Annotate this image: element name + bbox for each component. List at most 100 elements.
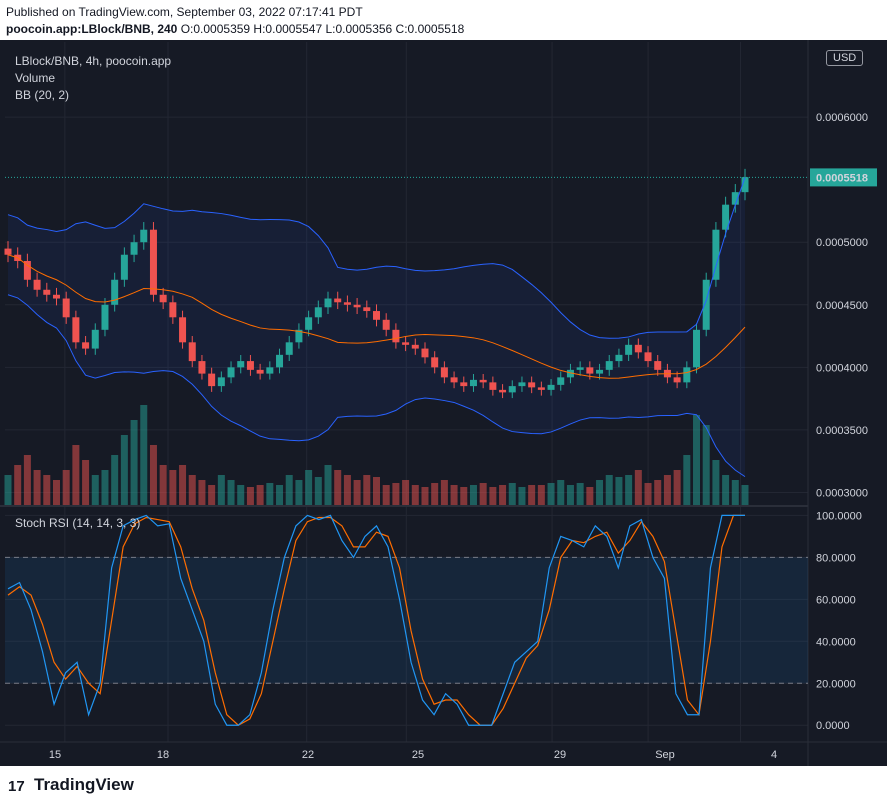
candle-body	[149, 229, 157, 295]
candle-body	[285, 342, 293, 355]
candle-body	[576, 367, 584, 370]
candle-body	[654, 361, 662, 370]
volume-bar	[731, 480, 739, 505]
candle-body	[625, 344, 633, 355]
time-axis: 15 18 22 25 29 Sep 4	[49, 749, 777, 761]
candle-body	[731, 192, 739, 205]
volume-bar	[159, 465, 167, 505]
volume-bar	[683, 455, 691, 505]
volume-bar	[23, 455, 31, 505]
volume-bar	[673, 470, 681, 505]
symbol-label: poocoin.app:LBlock/BNB, 240	[6, 22, 178, 36]
candle-body	[305, 317, 313, 330]
price-tick-label: 0.0003500	[816, 425, 868, 437]
candle-body	[566, 369, 574, 378]
stoch-tick-label: 40.0000	[816, 636, 856, 648]
stoch-d-line	[7, 514, 745, 726]
candle-body	[557, 377, 565, 385]
candle-body	[101, 304, 109, 330]
volume-bar	[382, 485, 390, 505]
volume-bar	[693, 415, 701, 505]
grid-lines	[0, 40, 887, 766]
currency-button[interactable]: USD	[826, 50, 864, 66]
candle-body	[586, 367, 594, 374]
candle-body	[508, 386, 516, 393]
bb-legend: BB (20, 2)	[15, 88, 70, 102]
volume-bar	[421, 487, 429, 505]
candle-body	[295, 329, 303, 343]
volume-bar	[373, 477, 380, 505]
candle-body	[82, 342, 90, 349]
volume-bar	[14, 465, 22, 505]
volume-bar	[712, 460, 720, 505]
time-tick-label: 15	[49, 749, 61, 761]
candle-body	[62, 298, 70, 318]
volume-bar	[615, 477, 623, 505]
bb-fill-area	[8, 177, 745, 477]
candle-body	[343, 302, 351, 305]
volume-bar	[402, 480, 410, 505]
stoch-legend: Stoch RSI (14, 14, 3, 3)	[15, 516, 141, 530]
price-axis: 0.0003000 0.0003500 0.0004000 0.0004500 0.00…	[810, 112, 877, 732]
volume-bar	[149, 445, 157, 505]
candle-body	[334, 298, 342, 303]
volume-bar	[276, 485, 284, 505]
volume-bar	[266, 483, 274, 505]
candle-body	[615, 354, 623, 362]
volume-bar	[227, 480, 235, 505]
volume-bar	[537, 485, 545, 505]
candle-body	[276, 354, 284, 368]
candle-body	[741, 177, 749, 193]
candle-body	[683, 367, 691, 383]
volume-bar	[169, 470, 177, 505]
candle-body	[450, 377, 458, 383]
publish-header: Published on TradingView.com, September …	[0, 0, 887, 40]
bollinger-band-fill	[8, 177, 745, 477]
volume-bar	[52, 480, 60, 505]
candle-body	[179, 317, 187, 343]
volume-bar	[460, 487, 468, 505]
candle-body	[72, 317, 80, 343]
candle-body	[363, 307, 371, 312]
volume-bar	[596, 480, 604, 505]
candle-body	[353, 304, 361, 308]
volume-bar	[663, 475, 671, 505]
candle-body	[111, 279, 119, 305]
volume-bar	[285, 475, 293, 505]
volume-bar	[741, 485, 749, 505]
volume-legend: Volume	[15, 71, 56, 85]
price-tick-label: 0.0006000	[816, 112, 868, 124]
candle-body	[469, 379, 477, 387]
time-tick-label: 25	[412, 749, 424, 761]
candle-body	[246, 361, 254, 370]
stoch-k-line	[7, 514, 745, 726]
volume-bar	[130, 420, 138, 505]
volume-bar	[237, 485, 245, 505]
candle-body	[169, 302, 177, 318]
volume-bar	[499, 485, 507, 505]
volume-bar	[722, 475, 730, 505]
footer: 17 TradingView	[0, 766, 887, 804]
volume-bar	[440, 480, 448, 505]
chart-title: LBlock/BNB, 4h, poocoin.app	[15, 54, 172, 68]
stoch-tick-label: 60.0000	[816, 594, 856, 606]
volume-bar	[479, 483, 487, 505]
candle-body	[528, 382, 536, 388]
bb-upper-line	[7, 177, 746, 339]
volume-bar	[140, 405, 148, 505]
volume-bar	[586, 487, 594, 505]
time-tick-label: 4	[771, 749, 777, 761]
volume-bar	[305, 470, 313, 505]
stoch-tick-label: 100.0000	[816, 510, 862, 522]
candle-body	[722, 204, 730, 230]
candle-body	[702, 279, 710, 330]
candle-body	[140, 229, 148, 243]
volume-bar	[43, 475, 51, 505]
volume-bar	[217, 475, 225, 505]
time-tick-label: 22	[302, 749, 314, 761]
volume-bar	[82, 460, 90, 505]
candle-body	[130, 242, 138, 255]
time-tick-label: 29	[554, 749, 566, 761]
candle-body	[693, 329, 701, 368]
